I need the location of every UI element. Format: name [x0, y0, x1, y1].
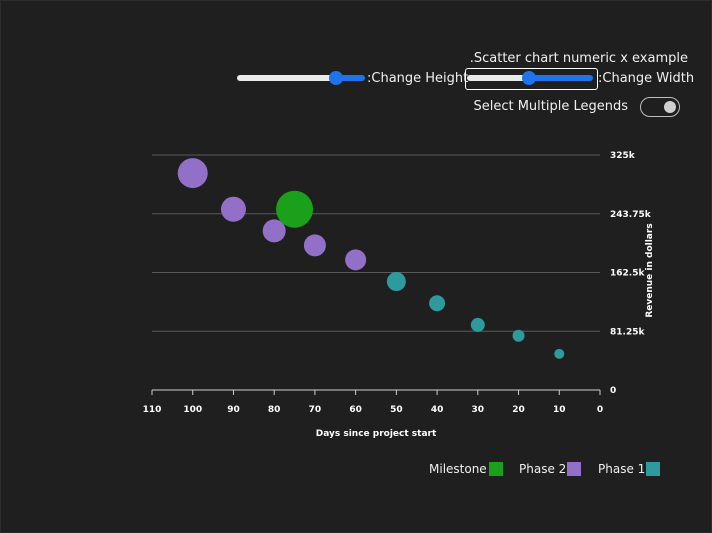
- multi-legend-toggle[interactable]: [640, 97, 680, 117]
- height-slider-thumb[interactable]: [329, 71, 343, 85]
- x-tick-label: 20: [512, 405, 525, 415]
- y-tick-label: 81.25k: [610, 327, 645, 337]
- legend-swatch: [646, 462, 660, 476]
- scatter-point[interactable]: [345, 249, 367, 271]
- x-tick-label: 80: [268, 405, 281, 415]
- scatter-point[interactable]: [554, 348, 565, 359]
- legend-label: Phase 2: [519, 462, 567, 476]
- legend-swatch: [567, 462, 581, 476]
- x-tick-label: 100: [183, 405, 202, 415]
- width-slider-focus-ring: [465, 68, 598, 90]
- legend-label: Phase 1: [598, 462, 646, 476]
- height-slider-label: :Change Height: [367, 71, 469, 86]
- scatter-point[interactable]: [262, 219, 286, 243]
- height-slider[interactable]: [237, 68, 365, 90]
- scatter-point[interactable]: [512, 329, 525, 342]
- y-tick-label: 325k: [610, 151, 636, 161]
- legend-label: Milestone: [429, 462, 487, 476]
- height-slider-track: [237, 75, 335, 81]
- y-tick-label: 243.75k: [610, 210, 652, 220]
- multi-legend-row: Select Multiple Legends: [430, 97, 680, 117]
- x-tick-label: 110: [143, 405, 162, 415]
- grid-lines: [152, 154, 600, 332]
- y-tick-label: 0: [610, 386, 616, 396]
- scatter-point[interactable]: [177, 158, 208, 189]
- width-slider-fill: [527, 75, 593, 81]
- chart-legend: Milestone Phase 2 Phase 1: [0, 460, 712, 480]
- control-bar: :Change Height :Change Width: [0, 68, 712, 90]
- width-slider[interactable]: [467, 68, 595, 90]
- toggle-knob: [664, 101, 676, 113]
- scatter-point[interactable]: [429, 295, 446, 312]
- x-tick-label: 50: [390, 405, 403, 415]
- width-slider-thumb[interactable]: [522, 71, 536, 85]
- scatter-point[interactable]: [220, 196, 246, 222]
- x-tick-label: 70: [309, 405, 322, 415]
- data-points: [177, 158, 565, 359]
- x-tick-label: 60: [349, 405, 362, 415]
- scatter-point[interactable]: [303, 234, 326, 257]
- x-tick-label: 40: [431, 405, 444, 415]
- y-axis: 0 81.25k 162.5k 243.75k 325k: [610, 151, 652, 396]
- x-tick-label: 30: [472, 405, 485, 415]
- y-axis-label: Revenue in dollars: [645, 223, 655, 317]
- height-slider-fill: [335, 75, 365, 81]
- chart-title: .Scatter chart numeric x example: [469, 51, 688, 66]
- width-slider-label: :Change Width: [598, 71, 695, 86]
- width-slider-track: [467, 75, 527, 81]
- x-tick-label: 0: [597, 405, 603, 415]
- multi-legend-label: Select Multiple Legends: [473, 99, 628, 114]
- x-tick-label: 90: [227, 405, 240, 415]
- legend-swatch: [489, 462, 503, 476]
- scatter-point[interactable]: [470, 317, 485, 332]
- x-axis-label: Days since project start: [316, 429, 437, 439]
- scatter-point[interactable]: [276, 190, 314, 228]
- x-tick-label: 10: [553, 405, 566, 415]
- y-tick-label: 162.5k: [610, 269, 645, 279]
- x-axis: 110 100 90 80 70 60 50 40 30 20 10 0: [143, 389, 603, 415]
- scatter-point[interactable]: [386, 272, 406, 292]
